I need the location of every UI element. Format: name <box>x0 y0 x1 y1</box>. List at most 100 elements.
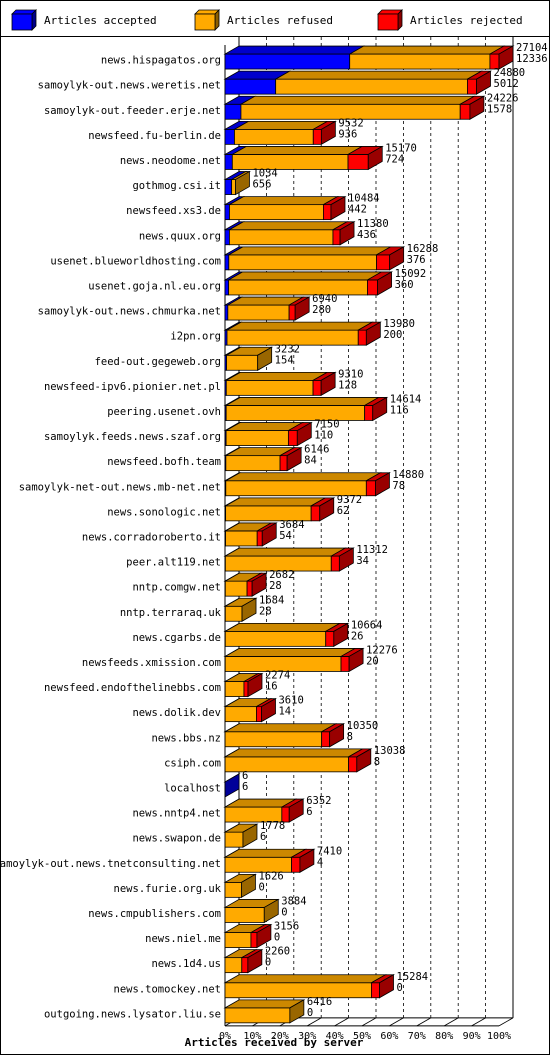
data-label-accepted: 0 <box>397 982 403 994</box>
category-label: samoylyk-out.news.tnetconsulting.net <box>0 858 221 870</box>
category-label: gothmog.csi.it <box>132 180 221 192</box>
bar-segment-side <box>476 70 491 95</box>
bar-segment-side <box>375 472 390 497</box>
category-label: newsfeed.bofh.team <box>107 456 221 468</box>
category-label: samoylyk-out.news.weretis.net <box>38 80 221 92</box>
bar-segment-side <box>379 974 394 999</box>
bar-segment <box>224 128 235 145</box>
bar-segment <box>224 831 244 848</box>
grid-floor-line <box>416 1017 431 1027</box>
legend-swatch-side <box>397 9 403 31</box>
bar-segment <box>275 78 468 95</box>
category-label: newsfeed.endofthelinebbs.com <box>44 682 221 694</box>
data-label-accepted: 110 <box>314 430 333 442</box>
bar-segment-side <box>320 120 336 146</box>
bar-segment-side <box>251 572 267 597</box>
category-label: csiph.com <box>164 757 221 769</box>
data-label-total: 15284 <box>397 971 429 983</box>
data-label-total: 6146 <box>304 444 329 456</box>
data-label-total: 1626 <box>258 870 283 882</box>
bar-segment <box>256 530 263 547</box>
bar-segment <box>224 179 233 195</box>
category-label: news.dolik.dev <box>132 707 221 719</box>
bar-segment-top <box>223 45 366 55</box>
bar-segment <box>224 881 242 898</box>
bar-segment-side <box>389 246 405 271</box>
bar-segment-side <box>329 723 345 748</box>
bar-segment <box>340 656 350 672</box>
bar-segment <box>225 405 366 421</box>
grid-floor-line <box>444 1017 459 1027</box>
data-label-accepted: 12336 <box>516 53 548 65</box>
data-label-accepted: 0 <box>265 957 271 969</box>
bar-segment <box>323 204 332 221</box>
data-label-total: 24226 <box>487 92 519 104</box>
data-label-accepted: 154 <box>275 354 294 366</box>
legend-swatch <box>194 13 216 31</box>
data-label-total: 1778 <box>260 820 285 832</box>
bar-segment-side <box>263 898 279 924</box>
data-label-accepted: 6 <box>242 781 248 793</box>
bar-segment-top <box>274 70 483 80</box>
category-label: news.hispagatos.org <box>101 55 221 67</box>
bar-segment <box>224 53 351 70</box>
bar-segment <box>291 856 301 873</box>
legend-swatch <box>11 13 33 31</box>
bar-segment <box>225 455 281 472</box>
bar-segment-side <box>320 371 336 397</box>
data-label-accepted: 62 <box>337 505 350 517</box>
bar-segment <box>367 279 378 296</box>
category-label: samoylyk-out.news.chmurka.net <box>38 306 221 318</box>
bar-segment-top <box>227 221 349 231</box>
legend-label: Articles accepted <box>44 14 157 27</box>
bar-segment-side <box>319 497 335 522</box>
bar-segment-top <box>227 196 339 206</box>
bar-segment-top <box>223 748 365 758</box>
data-label-total: 2682 <box>269 569 294 581</box>
data-label-accepted: 200 <box>383 329 402 341</box>
data-label-total: 6 <box>242 770 248 782</box>
category-label: peer.alt119.net <box>126 557 221 569</box>
data-label-total: 27104 <box>516 42 548 54</box>
category-label: localhost <box>164 782 221 794</box>
x-tick-label: 20% <box>271 1031 289 1042</box>
bar-segment <box>347 154 369 170</box>
bar-segment-side <box>339 221 355 246</box>
category-label: samoylyk.feeds.news.szaf.org <box>44 431 221 443</box>
bar-segment-top <box>224 397 381 406</box>
data-label-total: 12276 <box>366 644 398 656</box>
data-label-accepted: 34 <box>356 555 369 567</box>
data-label-total: 10484 <box>348 193 380 205</box>
bar-segment <box>224 254 230 271</box>
category-label: newsfeed.xs3.de <box>126 205 221 217</box>
bar-segment <box>228 254 377 271</box>
data-label-accepted: 84 <box>304 455 317 467</box>
category-label: news.cgarbs.de <box>132 632 221 644</box>
x-tick-label: 40% <box>326 1031 344 1042</box>
bar-segment-top <box>223 723 338 733</box>
category-label: news.swapon.de <box>132 833 221 845</box>
data-label-accepted: 4 <box>317 856 323 868</box>
data-label-accepted: 16 <box>265 681 278 693</box>
bar-segment-top <box>239 95 476 105</box>
bar-segment <box>224 204 230 221</box>
grid-floor-line <box>361 1017 377 1027</box>
bar-segment <box>243 681 249 697</box>
data-label-accepted: 6 <box>260 831 266 843</box>
bar-segment <box>224 731 323 748</box>
data-label-accepted: 14 <box>278 706 291 718</box>
category-label: news.corradoroberto.it <box>82 531 221 543</box>
data-label-total: 9532 <box>338 117 363 129</box>
data-label-total: 3684 <box>279 519 304 531</box>
data-label-accepted: 0 <box>258 881 264 893</box>
chart-title: Articles received by server <box>185 1036 364 1049</box>
data-label-accepted: 376 <box>407 254 426 266</box>
data-label-total: 11380 <box>357 218 389 230</box>
bar-segment <box>224 1007 291 1024</box>
data-label-accepted: 656 <box>252 179 271 191</box>
bar-segment-top <box>348 45 506 55</box>
bar-segment <box>227 304 290 321</box>
x-tick-label: 100% <box>487 1031 511 1042</box>
x-tick-label: 80% <box>435 1031 453 1042</box>
category-label: feed-out.gegeweb.org <box>95 356 221 368</box>
